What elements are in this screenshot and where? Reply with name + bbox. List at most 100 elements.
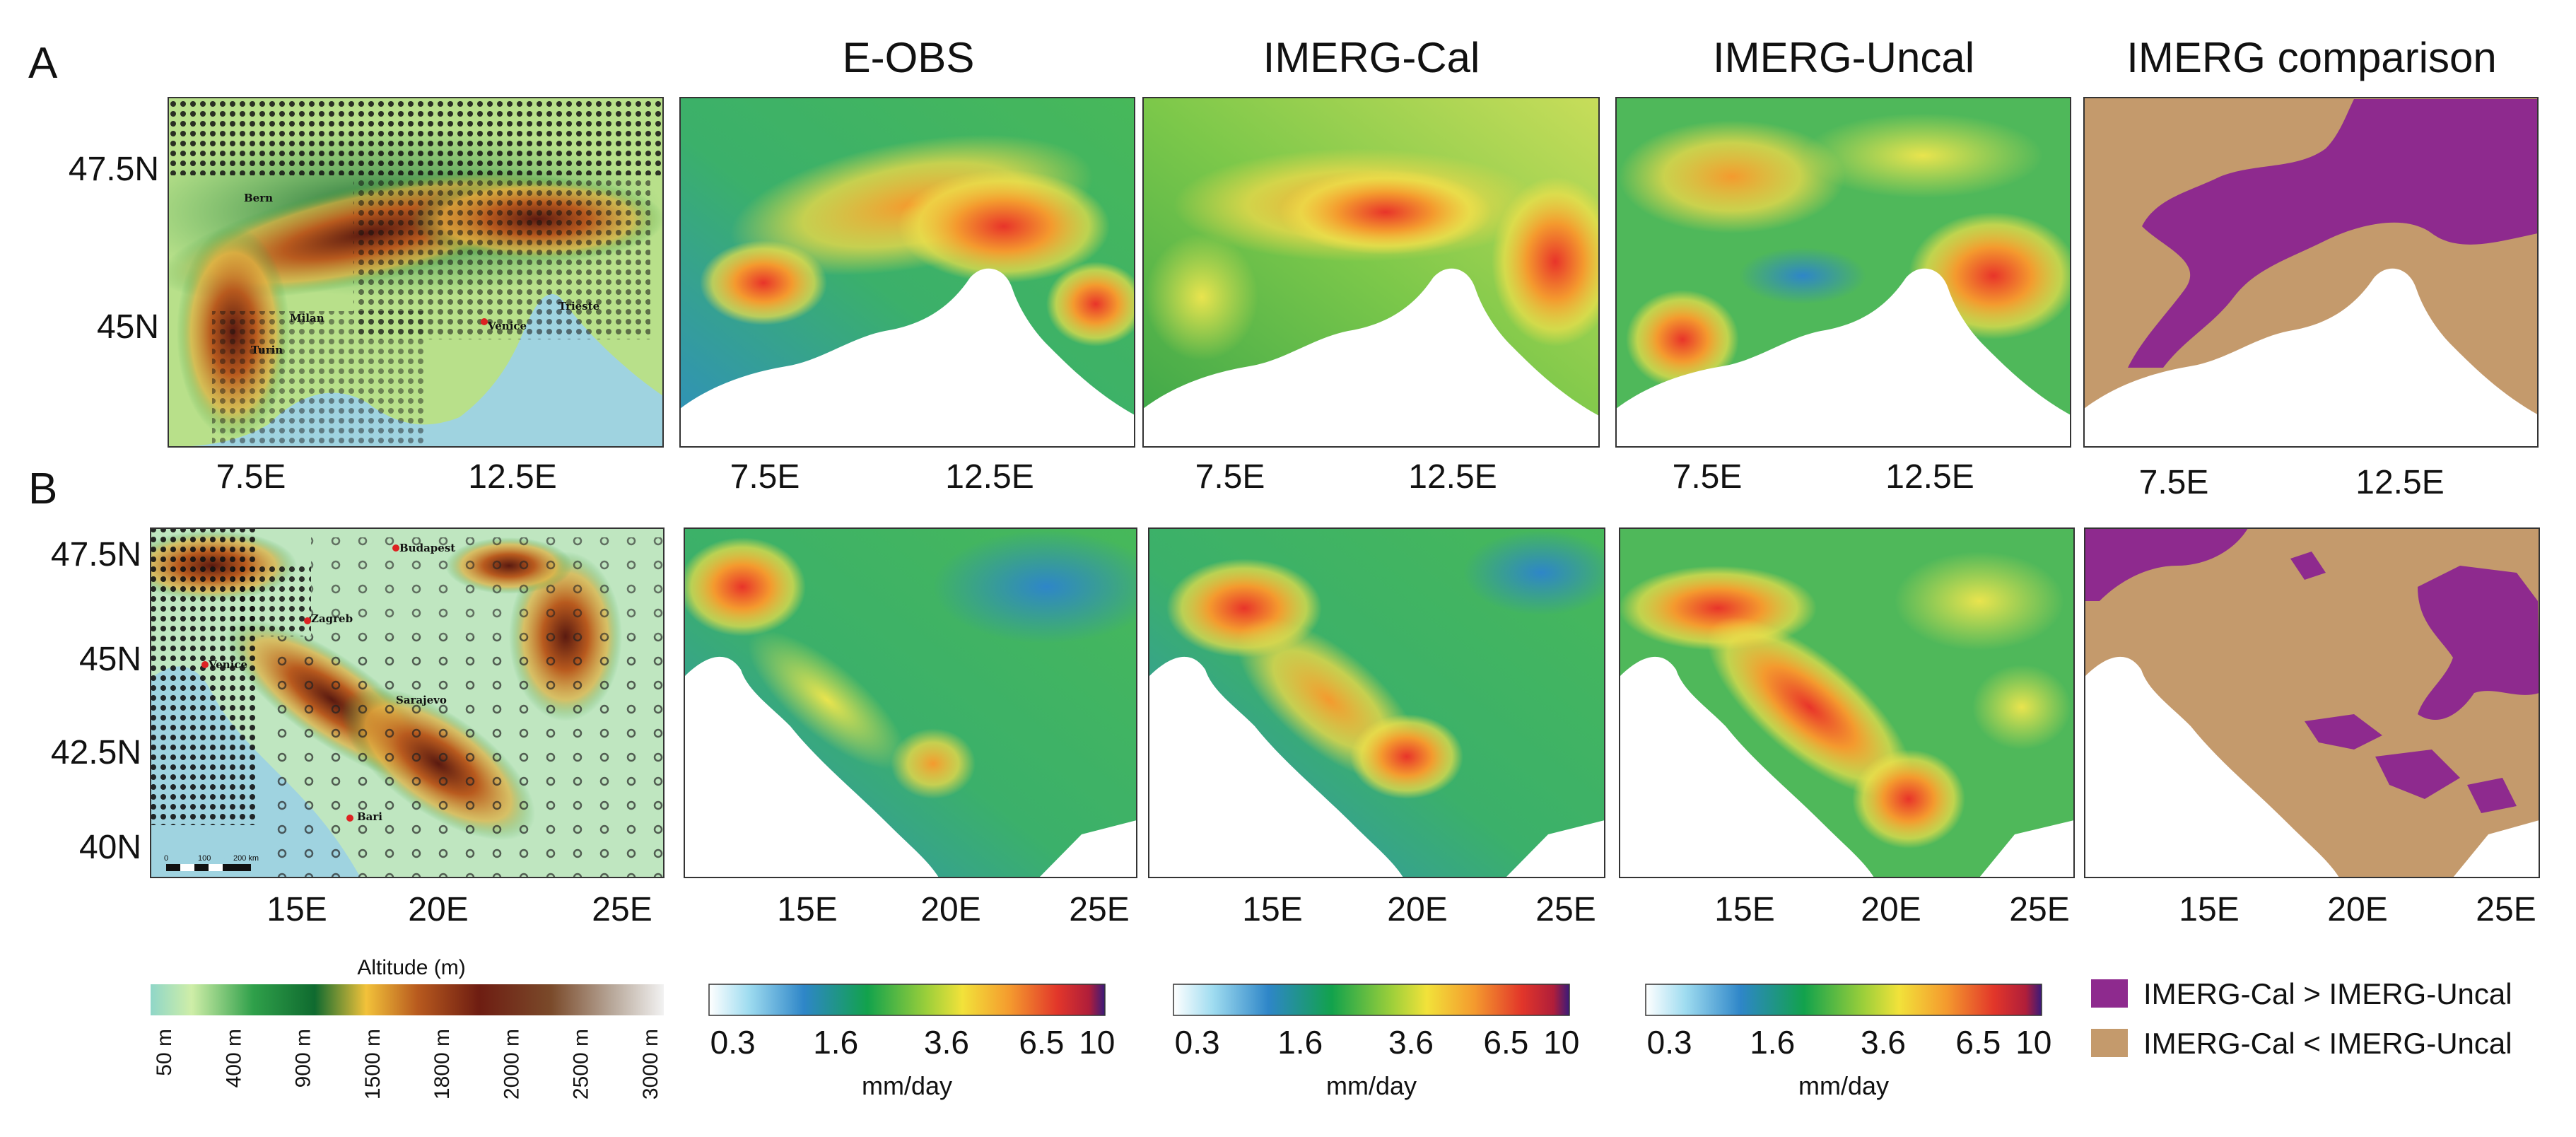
lon-tick: 25E — [592, 891, 652, 928]
lon-tick: 25E — [2009, 891, 2069, 928]
lon-tick: 25E — [1535, 891, 1596, 928]
lon-tick: 20E — [408, 891, 468, 928]
lat-tick: 40N — [79, 829, 141, 866]
panel-label-b: B — [28, 465, 57, 513]
precip-tick: 6.5 — [1019, 1024, 1064, 1061]
precip-unit: mm/day — [862, 1071, 952, 1100]
precip-unit: mm/day — [1798, 1071, 1889, 1100]
map-alps-imerg-cal — [1143, 98, 1599, 447]
lon-tick: 15E — [1714, 891, 1774, 928]
precip-tick: 0.3 — [1647, 1024, 1692, 1061]
lon-tick: 12.5E — [468, 458, 556, 496]
altitude-legend-title: Altitude (m) — [357, 956, 465, 979]
panel-label-a: A — [28, 39, 58, 88]
scale-bar-label: 0 — [164, 854, 168, 863]
precip-tick: 10 — [1079, 1024, 1115, 1061]
map-balkans-topography: Budapest Zagreb Venice Sarajevo Bari 0 1… — [151, 528, 664, 877]
precip-tick: 1.6 — [1277, 1024, 1323, 1061]
column-title-eobs: E-OBS — [843, 34, 975, 81]
city-label: Sarajevo — [396, 694, 447, 706]
lat-tick: 47.5N — [69, 151, 159, 188]
lat-tick: 42.5N — [51, 734, 141, 771]
lon-tick: 20E — [920, 891, 980, 928]
city-label: Budapest — [399, 542, 455, 554]
precip-tick: 10 — [1543, 1024, 1579, 1061]
precip-tick: 0.3 — [710, 1024, 756, 1061]
lon-tick: 15E — [2179, 891, 2239, 928]
precip-legend-1: 0.3 1.6 3.6 6.5 10 mm/day — [708, 984, 1115, 1100]
lon-tick: 12.5E — [1408, 458, 1497, 496]
column-title-imerg-comparison: IMERG comparison — [2126, 34, 2496, 81]
column-title-imerg-cal: IMERG-Cal — [1263, 34, 1480, 81]
map-balkans-imerg-cal — [1149, 528, 1605, 877]
column-title-imerg-uncal: IMERG-Uncal — [1713, 34, 1974, 81]
precip-colorbar — [1173, 984, 1570, 1016]
altitude-tick: 3000 m — [639, 1029, 662, 1100]
precip-colorbar — [1645, 984, 2042, 1016]
lat-tick: 45N — [79, 641, 141, 678]
lon-tick: 20E — [1387, 891, 1447, 928]
map-alps-imerg-comparison — [2084, 98, 2538, 447]
map-alps-eobs — [680, 98, 1135, 447]
city-label: Bari — [357, 810, 382, 823]
city-label: Venice — [208, 658, 247, 671]
altitude-tick: 400 m — [222, 1029, 245, 1088]
altitude-tick: 50 m — [153, 1029, 176, 1076]
legend-label: IMERG-Cal > IMERG-Uncal — [2143, 977, 2512, 1010]
lon-tick: 25E — [1069, 891, 1129, 928]
city-label: Bern — [244, 192, 273, 204]
altitude-colorbar — [151, 984, 664, 1015]
lon-tick: 7.5E — [1195, 458, 1265, 496]
precip-legend-2: 0.3 1.6 3.6 6.5 10 mm/day — [1173, 984, 1579, 1100]
precip-tick: 10 — [2015, 1024, 2051, 1061]
legend-swatch-brown — [2091, 1029, 2128, 1057]
precip-legend-3: 0.3 1.6 3.6 6.5 10 mm/day — [1645, 984, 2051, 1100]
altitude-tick: 2500 m — [570, 1029, 593, 1100]
city-label: Milan — [290, 312, 324, 325]
precip-unit: mm/day — [1326, 1071, 1417, 1100]
map-alps-topography: Bern Milan Turin Venice Trieste — [168, 98, 663, 447]
lon-tick: 12.5E — [1885, 458, 1974, 496]
altitude-tick: 1800 m — [431, 1029, 454, 1100]
lon-tick: 15E — [777, 891, 837, 928]
comparison-legend: IMERG-Cal > IMERG-Uncal IMERG-Cal < IMER… — [2091, 977, 2512, 1060]
precip-tick: 3.6 — [924, 1024, 969, 1061]
lon-tick: 12.5E — [945, 458, 1034, 496]
lon-tick: 15E — [267, 891, 327, 928]
precip-tick: 3.6 — [1861, 1024, 1906, 1061]
map-balkans-imerg-uncal — [1620, 528, 2074, 877]
lon-tick: 12.5E — [2355, 464, 2444, 501]
altitude-tick: 900 m — [292, 1029, 315, 1088]
map-alps-imerg-uncal — [1616, 98, 2071, 447]
precip-tick: 6.5 — [1483, 1024, 1528, 1061]
scale-bar-label: 100 — [198, 854, 211, 863]
scale-bar-label: 200 km — [233, 854, 259, 863]
lon-tick: 7.5E — [216, 458, 286, 496]
lon-tick: 7.5E — [1673, 458, 1743, 496]
precip-tick: 6.5 — [1955, 1024, 2001, 1061]
lon-tick: 15E — [1242, 891, 1302, 928]
legend-swatch-purple — [2091, 979, 2128, 1008]
lon-tick: 20E — [2327, 891, 2387, 928]
city-label: Turin — [251, 344, 283, 356]
lat-tick: 47.5N — [51, 536, 141, 573]
lat-tick: 45N — [97, 308, 159, 346]
precip-tick: 1.6 — [1750, 1024, 1795, 1061]
map-balkans-imerg-comparison — [2085, 528, 2539, 877]
precip-colorbar — [708, 984, 1106, 1016]
city-label: Zagreb — [311, 612, 353, 625]
precip-tick: 3.6 — [1388, 1024, 1434, 1061]
lon-tick: 7.5E — [2139, 464, 2209, 501]
lon-tick: 25E — [2476, 891, 2536, 928]
altitude-tick: 1500 m — [361, 1029, 385, 1100]
lon-tick: 7.5E — [730, 458, 800, 496]
altitude-tick: 2000 m — [500, 1029, 523, 1100]
legend-label: IMERG-Cal < IMERG-Uncal — [2143, 1027, 2512, 1060]
map-balkans-eobs — [684, 528, 1137, 877]
city-label: Trieste — [558, 300, 599, 313]
precip-tick: 1.6 — [813, 1024, 858, 1061]
city-label: Venice — [487, 320, 527, 332]
lon-tick: 20E — [1861, 891, 1921, 928]
precip-tick: 0.3 — [1175, 1024, 1220, 1061]
